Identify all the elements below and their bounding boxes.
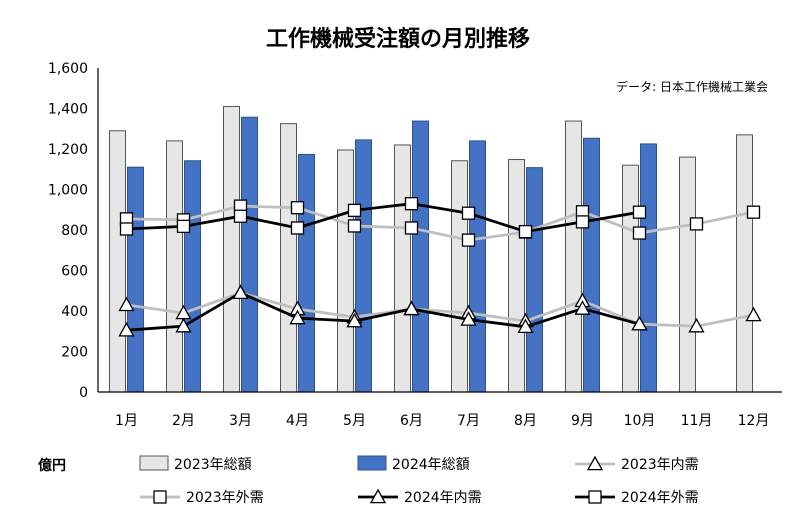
line-2023-overseas [126, 204, 754, 242]
line-2024-overseas-marker [233, 209, 248, 223]
line-2024-overseas-marker [575, 215, 590, 229]
line-2024-overseas-marker [290, 221, 305, 235]
line-2024-overseas-marker [404, 197, 419, 211]
bar-2023-total [280, 123, 297, 393]
x-tick-label: 5月 [343, 413, 366, 429]
bar-2024-total [583, 137, 600, 393]
line-2024-overseas-marker [461, 206, 476, 220]
y-tick-label: 0 [79, 385, 88, 401]
y-tick-label: 200 [61, 345, 88, 361]
chart-title: 工作機械受注額の月別推移 [266, 26, 530, 52]
y-tick-label: 1,400 [48, 102, 88, 118]
bar-2023-total [622, 164, 639, 393]
x-tick-label: 7月 [457, 413, 480, 429]
x-tick-label: 9月 [571, 413, 594, 429]
bar-2024-total [184, 160, 201, 393]
bar-2023-total [508, 159, 525, 393]
x-tick-label: 3月 [229, 413, 252, 429]
legend-2024-overseas-label: 2024年外需 [621, 490, 699, 506]
bar-2023-total [337, 149, 354, 393]
bar-2024-total [526, 167, 543, 393]
bar-2023-total [451, 160, 468, 393]
x-tick-label: 1月 [115, 413, 138, 429]
x-tick-label: 4月 [286, 413, 309, 429]
line-2023-overseas-marker [404, 221, 419, 235]
line-2024-overseas-marker [347, 203, 362, 218]
line-2024-domestic-marker [118, 321, 135, 337]
bar-2024-total [412, 120, 429, 393]
line-2024-overseas-marker [119, 222, 134, 236]
legend-2024-overseas-marker [588, 490, 602, 504]
line-2024-overseas [126, 202, 640, 234]
bar-2023-total [679, 156, 696, 393]
y-tick-label: 600 [61, 264, 88, 280]
x-tick-label: 8月 [514, 413, 537, 429]
line-2023-domestic [126, 291, 754, 328]
line-2024-domestic-marker [631, 315, 648, 331]
line-2024-domestic-marker [517, 318, 534, 334]
line-2023-overseas-marker [689, 217, 704, 231]
legend-2023-domestic-label: 2023年内需 [621, 457, 699, 473]
line-2023-overseas-marker [347, 219, 362, 233]
bar-2024-total [640, 143, 657, 393]
line-2023-domestic-marker [688, 317, 705, 333]
legend-2023-total-swatch [139, 455, 169, 471]
line-2024-overseas-marker [176, 219, 191, 234]
line-2024-overseas-marker [518, 224, 533, 239]
legend-2023-total-label: 2023年総額 [174, 457, 252, 473]
line-2023-domestic-marker [745, 306, 762, 322]
bar-2023-total [223, 105, 240, 393]
line-2023-overseas-marker [632, 226, 647, 240]
line-2024-domestic-marker [232, 284, 249, 300]
x-tick-label: 2月 [172, 413, 195, 429]
line-2023-domestic-marker [118, 296, 135, 312]
legend-2024-total-label: 2024年総額 [392, 457, 470, 473]
line-2024-domestic-marker [346, 312, 363, 328]
line-2024-domestic-marker [460, 311, 477, 326]
plot-area: 0 200 400 600 800 1,000 1,200 1,400 1,600 1月 2月 3月 4… [48, 61, 782, 429]
legend-2023-overseas-marker [153, 490, 167, 504]
bar-2023-total [736, 134, 753, 393]
bar-2024-total [241, 116, 258, 393]
line-2024-overseas-marker [632, 205, 647, 219]
y-tick-label: 1,600 [48, 61, 88, 77]
legend-2024-domestic-label: 2024年内需 [404, 490, 482, 506]
x-tick-label: 11月 [681, 413, 713, 429]
bar-2023-total [166, 140, 183, 393]
line-2023-overseas-marker [461, 233, 476, 247]
source-note: データ: 日本工作機械工業会 [616, 79, 768, 94]
bar-2024-total [355, 139, 372, 393]
bar-2023-total [565, 120, 582, 393]
x-tick-label: 10月 [624, 413, 656, 429]
legend-2023-overseas-label: 2023年外需 [186, 490, 264, 506]
bar-2023-total [109, 130, 126, 393]
legend-2024-domestic-marker [369, 488, 387, 504]
bar-2024-total [298, 153, 315, 393]
bar-2024-total [469, 140, 486, 393]
line-2023-overseas-marker [290, 201, 305, 215]
line-2024-domestic-marker [175, 317, 192, 333]
bar-2024-total [127, 166, 144, 393]
y-tick-label: 1,000 [48, 183, 88, 199]
x-tick-label: 6月 [400, 413, 423, 429]
line-2024-domestic-marker [403, 300, 420, 316]
y-tick-label: 400 [61, 304, 88, 320]
legend: 2023年総額 2024年総額 2023年内需 2023年外需 2024年内需 2024年… [139, 455, 699, 506]
legend-2023-domestic-marker [586, 455, 604, 471]
unit-label: 億円 [38, 457, 66, 474]
line-2023-overseas-marker [746, 205, 761, 219]
bar-2023-total [394, 144, 411, 393]
y-tick-label: 1,200 [48, 142, 88, 158]
line-2024-domestic-marker [289, 309, 306, 325]
line-2024-domestic-marker [574, 300, 591, 315]
line-2024-domestic [126, 291, 640, 332]
legend-2024-total-swatch [357, 455, 387, 471]
y-tick-label: 800 [61, 223, 88, 239]
x-tick-label: 12月 [738, 413, 770, 429]
